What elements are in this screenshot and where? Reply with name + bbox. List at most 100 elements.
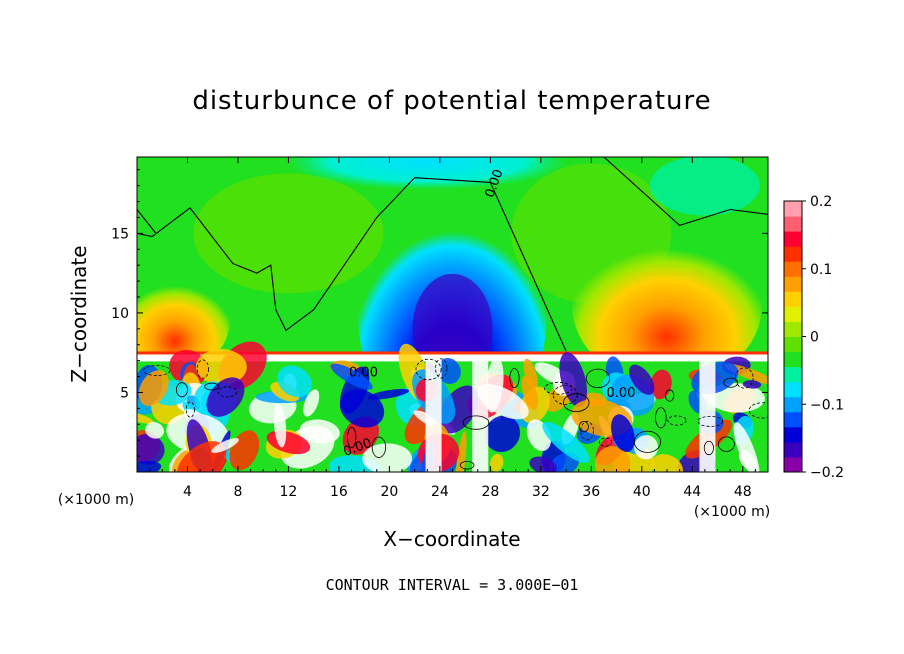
contour-line bbox=[580, 421, 594, 441]
colorbar-swatch bbox=[784, 321, 802, 337]
colorbar-swatch bbox=[784, 396, 802, 413]
contour-line bbox=[633, 430, 662, 453]
colorbar-swatch bbox=[784, 351, 802, 368]
turbulent-eddy bbox=[521, 375, 538, 410]
contour-line bbox=[552, 385, 578, 405]
cyan-band bbox=[649, 157, 760, 216]
x-tick-label: 40 bbox=[633, 484, 651, 500]
contour-line bbox=[578, 421, 589, 433]
warm-anomaly bbox=[137, 270, 230, 371]
turbulent-eddy bbox=[303, 389, 320, 417]
colorbar-swatch bbox=[784, 381, 802, 398]
turbulent-eddy bbox=[362, 443, 413, 472]
colorbar: 0.2 0.1 0 −0.1 −0.2 bbox=[783, 194, 844, 481]
turbulent-eddy bbox=[529, 456, 557, 472]
turbulent-eddy bbox=[634, 435, 659, 460]
x-tick-label: 44 bbox=[683, 484, 701, 500]
turbulent-eddy bbox=[738, 450, 757, 472]
colorbar-swatch bbox=[784, 246, 802, 262]
x-tick-label: 8 bbox=[233, 484, 242, 500]
x-tick-label: 28 bbox=[481, 484, 499, 500]
updraft-column bbox=[425, 355, 442, 472]
colorbar-swatch bbox=[784, 231, 802, 247]
contour-line bbox=[717, 436, 735, 452]
x-tick-label: 32 bbox=[532, 484, 550, 500]
turbulent-eddy bbox=[724, 363, 768, 385]
turbulent-eddy bbox=[484, 415, 521, 453]
colorbar-swatch bbox=[784, 426, 802, 443]
contour-line bbox=[697, 415, 724, 427]
chart-title: disturbunce of potential temperature bbox=[192, 86, 712, 116]
x-tick-label: 4 bbox=[183, 484, 192, 500]
turbulent-eddy bbox=[339, 389, 385, 428]
colorbar-tick-label: 0 bbox=[810, 330, 819, 346]
turbulent-eddy bbox=[277, 365, 312, 398]
turbulent-eddy bbox=[523, 358, 538, 391]
x-tick-label: 24 bbox=[431, 484, 449, 500]
colorbar-swatch bbox=[784, 276, 802, 292]
contour-line bbox=[544, 381, 573, 395]
turbulent-eddy bbox=[211, 438, 239, 454]
turbulent-eddy bbox=[629, 364, 655, 395]
contour-line bbox=[599, 437, 613, 447]
turbulent-eddy bbox=[299, 419, 340, 444]
turbulent-eddy bbox=[594, 446, 631, 472]
y-axis-label: Z−coordinate bbox=[67, 245, 91, 382]
green-band bbox=[193, 173, 384, 294]
inversion-band bbox=[137, 353, 768, 362]
contour-line bbox=[142, 365, 171, 376]
zero-contour bbox=[603, 157, 768, 227]
contour-label: 0.00 bbox=[349, 366, 378, 381]
colorbar-swatch bbox=[784, 456, 802, 473]
turbulent-eddy bbox=[485, 357, 504, 413]
turbulent-eddy bbox=[455, 430, 467, 472]
turbulent-eddy bbox=[367, 388, 410, 400]
colorbar-swatch bbox=[784, 291, 802, 307]
contour-interval-note: CONTOUR INTERVAL = 3.000E−01 bbox=[325, 576, 579, 594]
contour-label: 0.00 bbox=[606, 386, 635, 401]
turbulent-eddy bbox=[145, 422, 165, 439]
z-unit-label: (×1000 m) bbox=[58, 492, 134, 508]
turbulent-eddy bbox=[611, 414, 635, 452]
contour-line bbox=[585, 368, 611, 388]
colorbar-swatch bbox=[784, 336, 802, 353]
inversion-warm-edge bbox=[137, 351, 768, 355]
zero-contour bbox=[137, 177, 567, 352]
zero-contour bbox=[137, 209, 157, 234]
colorbar-tick-label: −0.2 bbox=[810, 465, 844, 481]
x-tick-label: 36 bbox=[582, 484, 600, 500]
contour-line bbox=[723, 377, 739, 388]
contour-line bbox=[735, 367, 754, 389]
turbulent-eddy bbox=[273, 403, 287, 448]
contour-line bbox=[435, 358, 448, 379]
contour-line bbox=[667, 415, 687, 426]
contour-line bbox=[748, 402, 768, 419]
y-tick-label: 15 bbox=[111, 226, 129, 242]
warm-anomaly bbox=[572, 224, 763, 385]
contour-line bbox=[415, 358, 442, 381]
colorbar-swatch bbox=[784, 411, 802, 428]
colorbar-tick-label: 0.1 bbox=[810, 262, 832, 278]
turbulent-eddy bbox=[137, 433, 165, 465]
contour-line bbox=[217, 386, 237, 398]
updraft-column bbox=[472, 355, 489, 472]
x-axis-label: X−coordinate bbox=[383, 527, 520, 551]
contour-line bbox=[175, 382, 188, 398]
colorbar-tick-label: −0.1 bbox=[810, 397, 844, 413]
turbulent-eddy bbox=[542, 421, 590, 463]
x-unit-label: (×1000 m) bbox=[694, 504, 770, 520]
colorbar-swatch bbox=[784, 201, 802, 217]
contour-line bbox=[509, 368, 520, 389]
colorbar-tick-label: 0.2 bbox=[810, 194, 832, 210]
y-tick-label: 10 bbox=[111, 306, 129, 322]
turbulent-eddy bbox=[195, 348, 247, 385]
contour-line bbox=[347, 426, 357, 448]
colorbar-swatch bbox=[784, 261, 802, 277]
turbulent-eddy bbox=[742, 380, 762, 389]
y-axis: 5 10 15 bbox=[111, 169, 768, 457]
contour-line bbox=[665, 389, 675, 402]
x-tick-label: 20 bbox=[380, 484, 398, 500]
turbulent-eddy bbox=[559, 352, 587, 408]
contour-line bbox=[655, 407, 667, 429]
contour-line bbox=[185, 401, 195, 418]
